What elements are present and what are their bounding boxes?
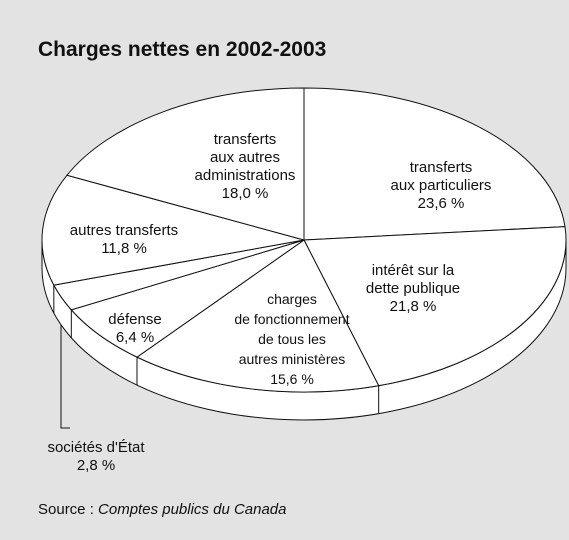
value-label: 2,8 % [77,457,115,474]
slice-label: autres transferts [70,222,178,239]
slice-label: sociétés d'État [47,439,145,456]
source-label: Source : [38,501,94,518]
value-label: 18,0 % [222,185,269,202]
slice-label: transferts aux autres administrations [195,131,296,184]
value-label: 23,6 % [418,195,465,212]
pie-slice [136,239,380,393]
source: Source : Comptes publics du Canada [38,501,287,518]
slice-label: défense [108,311,161,328]
slice-label: charges de fonctionnement de tous les autre… [234,291,349,367]
value-label: 6,4 % [116,329,154,346]
pie-slice [303,226,567,387]
pie-slice [66,87,305,241]
pie-slice [41,174,305,286]
slice-label: intérêt sur la dette publique [366,262,460,297]
value-label: 21,8 % [390,298,437,315]
value-label: 15,6 % [270,371,314,387]
slice-label: transferts aux particuliers [391,159,492,194]
chart-title: Charges nettes en 2002-2003 [38,38,326,61]
pie-slice [303,87,566,241]
value-label: 11,8 % [101,240,147,257]
source-text: Comptes publics du Canada [98,501,286,518]
leader-line [60,320,70,429]
